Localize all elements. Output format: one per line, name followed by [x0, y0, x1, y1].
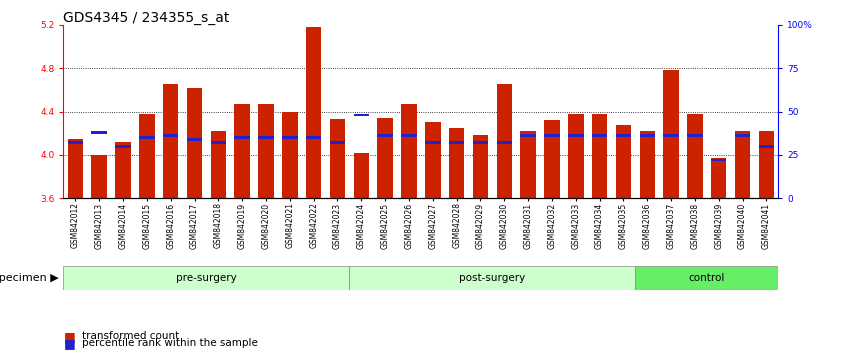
Bar [91, 131, 107, 134]
Bar [635, 266, 778, 290]
Text: post-surgery: post-surgery [459, 273, 525, 283]
Text: specimen ▶: specimen ▶ [0, 273, 59, 283]
Bar [139, 114, 155, 198]
Bar [234, 104, 250, 198]
Bar [139, 136, 155, 139]
Bar [91, 155, 107, 198]
Bar [663, 70, 678, 198]
Bar [544, 120, 560, 198]
Bar [306, 27, 321, 198]
Bar [282, 136, 298, 139]
Bar [497, 84, 512, 198]
Bar [711, 158, 727, 198]
Bar [592, 135, 607, 137]
Bar [401, 135, 417, 137]
Bar [115, 142, 131, 198]
Bar [330, 119, 345, 198]
Bar [497, 141, 512, 144]
Bar [663, 135, 678, 137]
Bar [687, 135, 703, 137]
Text: GDS4345 / 234355_s_at: GDS4345 / 234355_s_at [63, 11, 230, 25]
Bar [115, 145, 131, 148]
Bar [640, 131, 655, 198]
Bar [616, 125, 631, 198]
Bar [377, 135, 393, 137]
Bar [187, 88, 202, 198]
Bar [449, 128, 464, 198]
Bar [234, 136, 250, 139]
Bar [568, 114, 584, 198]
Bar [68, 139, 83, 198]
Bar [592, 114, 607, 198]
Bar [211, 141, 226, 144]
Text: percentile rank within the sample: percentile rank within the sample [82, 338, 258, 348]
Bar [759, 131, 774, 198]
Bar [330, 141, 345, 144]
Bar [68, 141, 83, 144]
Bar [258, 136, 274, 139]
Bar [640, 135, 655, 137]
Bar [711, 159, 727, 161]
Bar [544, 135, 560, 137]
Bar [306, 136, 321, 139]
Bar [735, 135, 750, 137]
Bar [282, 112, 298, 198]
Text: control: control [689, 273, 725, 283]
Bar [425, 141, 441, 144]
Bar [568, 135, 584, 137]
Bar [735, 131, 750, 198]
Bar [163, 84, 179, 198]
Bar [163, 135, 179, 137]
Bar [759, 145, 774, 148]
Bar [473, 141, 488, 144]
Bar [520, 131, 536, 198]
Bar [377, 118, 393, 198]
Text: ■: ■ [63, 337, 75, 350]
Text: pre-surgery: pre-surgery [176, 273, 237, 283]
Bar [63, 266, 349, 290]
Text: transformed count: transformed count [82, 331, 179, 341]
Bar [258, 104, 274, 198]
Bar [520, 135, 536, 137]
Text: ■: ■ [63, 330, 75, 343]
Bar [187, 138, 202, 141]
Bar [349, 266, 635, 290]
Bar [616, 135, 631, 137]
Bar [401, 104, 417, 198]
Bar [211, 131, 226, 198]
Bar [473, 135, 488, 198]
Bar [449, 141, 464, 144]
Bar [354, 114, 369, 116]
Bar [354, 153, 369, 198]
Bar [687, 114, 703, 198]
Bar [425, 122, 441, 198]
